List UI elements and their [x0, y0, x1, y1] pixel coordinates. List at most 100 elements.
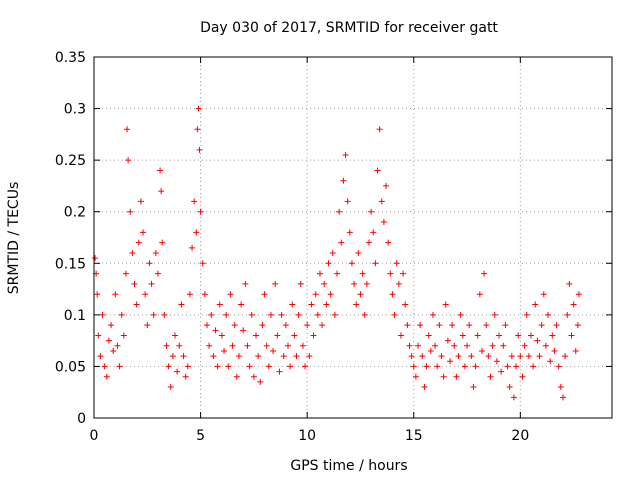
- data-point: [496, 332, 503, 339]
- data-point: [549, 332, 556, 339]
- data-point: [331, 311, 338, 318]
- data-point: [346, 229, 353, 236]
- data-point: [314, 311, 321, 318]
- data-point: [186, 291, 193, 298]
- data-point: [521, 342, 528, 349]
- data-point: [464, 342, 471, 349]
- data-point: [517, 353, 524, 360]
- data-point: [135, 239, 142, 246]
- data-point: [344, 198, 351, 205]
- data-point: [365, 239, 372, 246]
- data-point: [265, 363, 272, 370]
- data-point: [193, 229, 200, 236]
- data-point: [572, 347, 579, 354]
- data-point: [253, 332, 260, 339]
- data-point: [566, 280, 573, 287]
- data-point: [553, 322, 560, 329]
- data-point: [238, 301, 245, 308]
- data-point: [231, 322, 238, 329]
- data-point: [287, 363, 294, 370]
- data-point: [114, 342, 121, 349]
- data-point: [432, 342, 439, 349]
- data-point: [191, 198, 198, 205]
- data-point: [370, 229, 377, 236]
- data-point: [172, 332, 179, 339]
- data-point: [376, 126, 383, 133]
- data-point: [246, 363, 253, 370]
- data-point: [434, 363, 441, 370]
- data-point: [295, 311, 302, 318]
- data-point: [455, 353, 462, 360]
- y-tick-label: 0.1: [64, 308, 86, 324]
- data-point: [525, 353, 532, 360]
- data-point: [568, 332, 575, 339]
- data-point: [353, 301, 360, 308]
- data-point: [276, 368, 283, 375]
- data-point: [461, 363, 468, 370]
- data-point: [263, 342, 270, 349]
- data-point: [417, 322, 424, 329]
- data-point: [412, 373, 419, 380]
- data-point: [167, 384, 174, 391]
- data-point: [94, 291, 101, 298]
- data-point: [259, 322, 266, 329]
- data-point: [306, 353, 313, 360]
- data-point: [449, 322, 456, 329]
- data-point: [329, 249, 336, 256]
- data-point: [165, 363, 172, 370]
- data-point: [289, 301, 296, 308]
- data-point: [338, 239, 345, 246]
- data-point: [108, 322, 115, 329]
- data-point: [157, 167, 164, 174]
- data-point: [161, 311, 168, 318]
- data-point: [233, 373, 240, 380]
- data-point: [542, 342, 549, 349]
- y-axis-label: SRMTID / TECUs: [6, 182, 22, 295]
- data-point: [380, 219, 387, 226]
- data-point: [523, 311, 530, 318]
- data-point: [116, 363, 123, 370]
- data-point: [212, 327, 219, 334]
- data-point: [547, 358, 554, 365]
- data-point: [545, 311, 552, 318]
- data-point: [248, 311, 255, 318]
- data-point: [515, 332, 522, 339]
- data-point: [142, 291, 149, 298]
- data-point: [127, 208, 134, 215]
- data-point: [555, 363, 562, 370]
- data-point: [284, 342, 291, 349]
- data-point: [502, 322, 509, 329]
- data-point: [174, 368, 181, 375]
- data-point: [436, 322, 443, 329]
- data-point: [199, 260, 206, 267]
- data-point: [444, 337, 451, 344]
- data-point: [203, 322, 210, 329]
- data-point: [481, 270, 488, 277]
- data-point: [400, 270, 407, 277]
- grid: [94, 57, 612, 418]
- data-point: [312, 291, 319, 298]
- data-point: [491, 311, 498, 318]
- data-point: [150, 311, 157, 318]
- data-point: [327, 291, 334, 298]
- data-point: [95, 332, 102, 339]
- data-point: [235, 353, 242, 360]
- data-point: [508, 353, 515, 360]
- data-point: [146, 260, 153, 267]
- y-tick-label: 0.05: [55, 359, 86, 375]
- data-point: [163, 342, 170, 349]
- x-axis-label: GPS time / hours: [290, 458, 407, 474]
- data-point: [540, 291, 547, 298]
- data-point: [99, 311, 106, 318]
- data-point: [378, 198, 385, 205]
- data-point: [178, 301, 185, 308]
- data-point: [438, 353, 445, 360]
- data-point: [355, 249, 362, 256]
- data-point: [122, 270, 129, 277]
- data-point: [387, 270, 394, 277]
- data-point: [340, 177, 347, 184]
- data-point: [92, 255, 99, 262]
- data-point: [357, 291, 364, 298]
- x-tick-label: 5: [196, 428, 205, 444]
- data-point: [442, 301, 449, 308]
